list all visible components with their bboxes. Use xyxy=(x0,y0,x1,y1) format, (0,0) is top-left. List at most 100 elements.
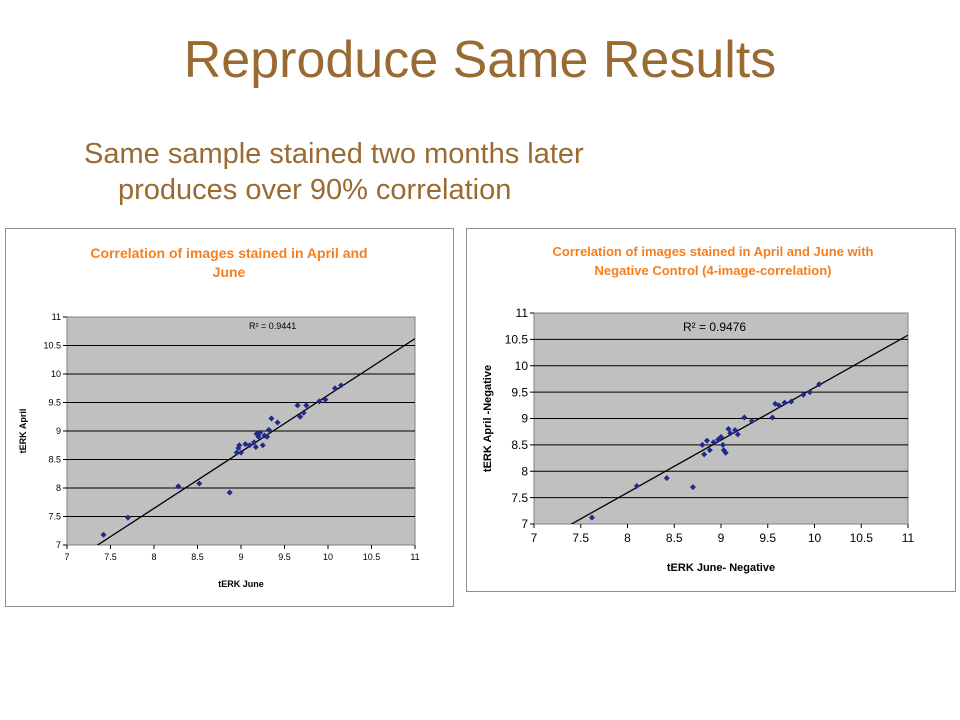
chart-title-line: Correlation of images stained in April a… xyxy=(553,244,874,259)
data-point xyxy=(265,426,272,433)
x-tick-label: 10 xyxy=(808,531,822,545)
data-point xyxy=(701,451,708,458)
r-squared-annotation: R² = 0.9441 xyxy=(249,321,296,331)
subtitle-line-1: Same sample stained two months later xyxy=(84,138,584,170)
data-point xyxy=(775,402,782,409)
data-point xyxy=(741,414,748,421)
chart-april-june-svg: Correlation of images stained in April a… xyxy=(18,245,420,589)
data-point xyxy=(316,398,323,405)
chart-title-line: Negative Control (4-image-correlation) xyxy=(595,263,832,278)
data-point xyxy=(722,449,729,456)
x-tick-label: 11 xyxy=(410,552,419,562)
data-point xyxy=(257,429,264,436)
x-tick-label: 7.5 xyxy=(104,552,117,562)
data-point xyxy=(706,447,713,454)
data-point xyxy=(322,396,329,403)
y-tick-label: 9.5 xyxy=(511,385,528,399)
x-axis-label: tERK June xyxy=(218,579,264,589)
data-point xyxy=(816,381,823,388)
data-point xyxy=(588,514,595,521)
data-point xyxy=(727,430,734,437)
data-point xyxy=(800,391,807,398)
data-point xyxy=(663,475,670,482)
data-point xyxy=(274,419,281,426)
subtitle-line-2: produces over 90% correlation xyxy=(118,174,512,206)
chart-april-june-negative-svg: Correlation of images stained in April a… xyxy=(482,244,915,574)
data-point xyxy=(246,442,253,449)
data-point xyxy=(689,484,696,491)
data-point xyxy=(781,399,788,406)
data-point xyxy=(806,389,813,396)
chart-april-june: Correlation of images stained in April a… xyxy=(5,228,454,607)
y-tick-label: 8.5 xyxy=(48,455,61,465)
trendline xyxy=(570,334,908,524)
r-squared-annotation: R² = 0.9476 xyxy=(683,320,746,334)
y-tick-label: 11 xyxy=(52,312,61,322)
y-tick-label: 10 xyxy=(51,369,61,379)
y-tick-label: 9.5 xyxy=(48,398,61,408)
x-tick-label: 10.5 xyxy=(363,552,381,562)
data-point xyxy=(196,480,203,487)
x-tick-label: 7 xyxy=(64,552,69,562)
x-tick-label: 9.5 xyxy=(278,552,291,562)
data-point xyxy=(264,433,271,440)
data-point xyxy=(124,514,131,521)
data-point xyxy=(703,437,710,444)
data-point xyxy=(718,433,724,440)
data-point xyxy=(300,409,307,416)
y-axis-label: tERK April xyxy=(18,409,28,454)
x-tick-label: 10 xyxy=(323,552,333,562)
data-point xyxy=(732,427,739,434)
x-tick-label: 10.5 xyxy=(850,531,874,545)
data-point xyxy=(734,431,741,438)
data-point xyxy=(252,443,259,450)
x-tick-label: 8 xyxy=(151,552,156,562)
data-point xyxy=(748,418,755,425)
data-point xyxy=(699,441,706,448)
chart-title-line: Correlation of images stained in April a… xyxy=(90,245,367,261)
y-tick-label: 9 xyxy=(56,426,61,436)
y-tick-label: 8.5 xyxy=(511,438,528,452)
chart-april-june-negative: Correlation of images stained in April a… xyxy=(466,228,956,592)
data-point xyxy=(297,413,304,420)
data-point xyxy=(710,439,717,446)
data-point xyxy=(268,415,275,422)
y-tick-label: 10.5 xyxy=(505,333,529,347)
y-tick-label: 7.5 xyxy=(511,491,528,505)
data-point xyxy=(633,483,640,490)
y-tick-label: 10 xyxy=(515,359,529,373)
x-tick-label: 7.5 xyxy=(572,531,589,545)
data-point xyxy=(338,382,345,389)
data-point xyxy=(725,426,732,433)
y-tick-label: 9 xyxy=(521,412,528,426)
data-point xyxy=(294,402,301,409)
data-point xyxy=(251,439,258,446)
data-point xyxy=(769,414,776,421)
x-tick-label: 8.5 xyxy=(191,552,204,562)
y-tick-label: 11 xyxy=(516,306,529,320)
chart-title-line: June xyxy=(213,264,246,280)
y-axis-label: tERK April -Negative xyxy=(482,365,494,472)
y-tick-label: 8 xyxy=(56,483,61,493)
data-point xyxy=(331,385,338,392)
data-point xyxy=(236,442,243,449)
y-tick-label: 7.5 xyxy=(48,512,61,522)
data-point xyxy=(303,402,310,409)
x-tick-label: 8 xyxy=(624,531,631,545)
data-point xyxy=(719,441,726,448)
slide-subtitle: Same sample stained two months later pro… xyxy=(84,136,784,208)
x-axis-label: tERK June- Negative xyxy=(667,562,775,574)
x-tick-label: 7 xyxy=(531,531,538,545)
x-tick-label: 9 xyxy=(718,531,725,545)
data-point xyxy=(238,449,244,456)
data-point xyxy=(242,441,249,448)
y-tick-label: 8 xyxy=(521,464,528,478)
x-tick-label: 9.5 xyxy=(759,531,776,545)
x-tick-label: 9 xyxy=(238,552,243,562)
data-point xyxy=(233,449,240,456)
y-tick-label: 10.5 xyxy=(43,341,61,351)
data-point xyxy=(175,483,182,490)
data-point xyxy=(226,489,233,496)
y-tick-label: 7 xyxy=(521,517,528,531)
slide-title: Reproduce Same Results xyxy=(183,31,777,89)
